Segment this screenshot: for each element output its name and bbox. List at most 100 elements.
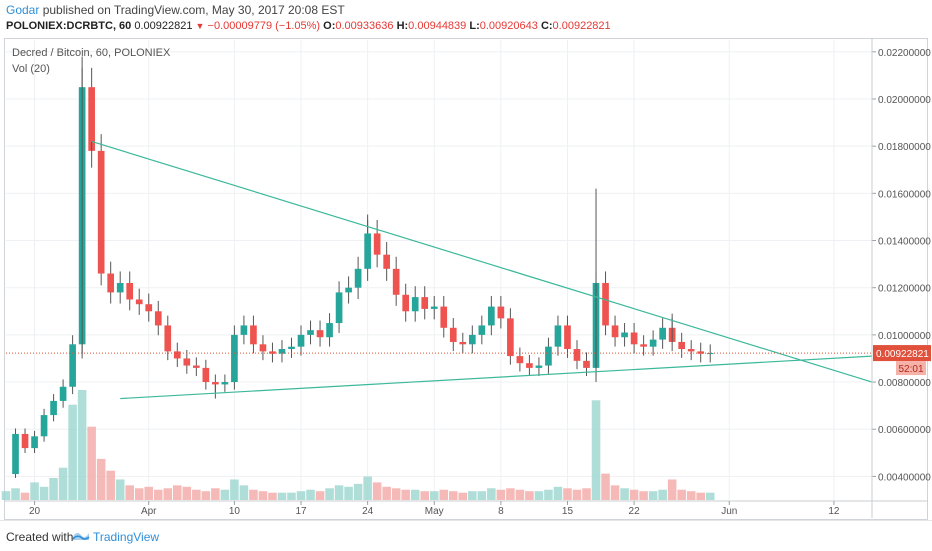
author-link[interactable]: Godar (6, 3, 40, 17)
volume-bar (220, 489, 230, 500)
candle-body (297, 334, 305, 347)
tradingview-link[interactable]: TradingView (93, 530, 160, 544)
price-tag-value: 0.00922821 (876, 349, 929, 360)
candle-body (202, 367, 210, 383)
volume-bar (68, 404, 77, 500)
volume-bar (439, 489, 449, 500)
candle-body (497, 306, 505, 319)
close-label: C: (540, 20, 553, 32)
price-line-group: 0.00922821 52:01 (6, 345, 931, 376)
volume-bar (11, 488, 20, 500)
volume-bar (468, 491, 477, 500)
volume-bar (87, 426, 96, 500)
candle-body (192, 365, 200, 368)
candle-body (107, 273, 115, 293)
low-value: 0.00920643 (479, 20, 538, 32)
volume-bar (610, 485, 620, 500)
trendline-lower (120, 355, 873, 400)
candle-body (526, 363, 533, 368)
volume-bar (553, 486, 563, 500)
volume-bar (639, 491, 648, 500)
candle-body (40, 415, 48, 437)
candle-body (164, 325, 172, 352)
candle-body (354, 268, 362, 288)
price-tag-box (873, 345, 931, 362)
candle-body (59, 386, 67, 401)
volume-bar (563, 488, 572, 500)
trendline-upper (91, 140, 873, 383)
candle-body (383, 254, 390, 269)
legend-title: Decred / Bitcoin, 60, POLONIEX (12, 47, 171, 59)
volume-bar (534, 491, 544, 500)
volume-bar (477, 491, 487, 500)
volume-bar (306, 489, 315, 500)
candle-body (678, 341, 686, 350)
y-tick-label: 0.01000000 (878, 331, 931, 342)
candle-body (97, 150, 105, 274)
volume-bar (49, 478, 58, 500)
candle-body (449, 327, 457, 342)
y-tick-label: 0.00400000 (878, 472, 931, 483)
candle-body (373, 233, 381, 255)
publish-line: Godar published on TradingView.com, May … (6, 3, 345, 17)
candle-body (402, 294, 410, 312)
candle-body (259, 344, 267, 352)
volume-bar (667, 479, 677, 500)
candle-body (221, 382, 229, 385)
last-price: 0.00922821 (134, 20, 193, 32)
legend-volume: Vol (20) (12, 63, 50, 75)
candle-body (430, 306, 438, 309)
candle-body (12, 433, 19, 475)
created-with-label: Created with (6, 530, 74, 544)
candle-body (69, 344, 76, 387)
down-arrow-icon: ▼ (195, 21, 205, 31)
candle-body (335, 292, 343, 324)
volume-bar (182, 486, 192, 500)
candle-body (706, 353, 714, 355)
volume-bar (420, 491, 430, 500)
candle-body (21, 433, 29, 449)
candle-body (145, 304, 153, 312)
volume-bar (20, 492, 30, 500)
volume-bar (153, 489, 163, 500)
low-label: L: (469, 20, 480, 32)
volume-bar (382, 486, 391, 500)
candle-body (640, 344, 647, 347)
trendlines (91, 140, 873, 400)
volume-bar (496, 489, 506, 500)
candle-body (183, 358, 191, 366)
candle-body (554, 325, 562, 347)
candle-body (659, 327, 666, 340)
volume-bar (201, 491, 211, 500)
candle-body (411, 297, 419, 312)
countdown-label: 52:01 (898, 364, 923, 375)
chart-frame[interactable] (4, 38, 928, 520)
x-tick-label: 22 (629, 506, 641, 517)
candle-body (621, 332, 628, 338)
grid-lines (6, 40, 872, 500)
y-tick-label: 0.00800000 (878, 378, 931, 389)
open-label: O: (323, 20, 336, 32)
volume-bar (410, 489, 420, 500)
volume-bar (106, 470, 115, 500)
volume-bar (582, 488, 591, 500)
volume-bar (173, 485, 182, 500)
x-tick-label: 12 (828, 506, 840, 517)
tradingview-logo-icon (72, 532, 90, 540)
volume-bar (629, 489, 639, 500)
high-label: H: (396, 20, 409, 32)
candle-body (212, 382, 219, 385)
candle-body (269, 351, 276, 354)
volume-bar (296, 491, 306, 500)
quote-line: POLONIEX:DCRBTC, 60 0.00922821 ▼ −0.0000… (6, 20, 611, 32)
candle-body (630, 332, 638, 345)
volume-bar (705, 492, 715, 500)
volume-bar (249, 489, 258, 500)
y-tick-label: 0.01600000 (878, 189, 931, 200)
candle-body (278, 349, 286, 354)
volume-bar (125, 485, 134, 500)
candle-body (468, 334, 476, 345)
candle-body (88, 87, 95, 151)
x-tick-label: 17 (295, 506, 307, 517)
